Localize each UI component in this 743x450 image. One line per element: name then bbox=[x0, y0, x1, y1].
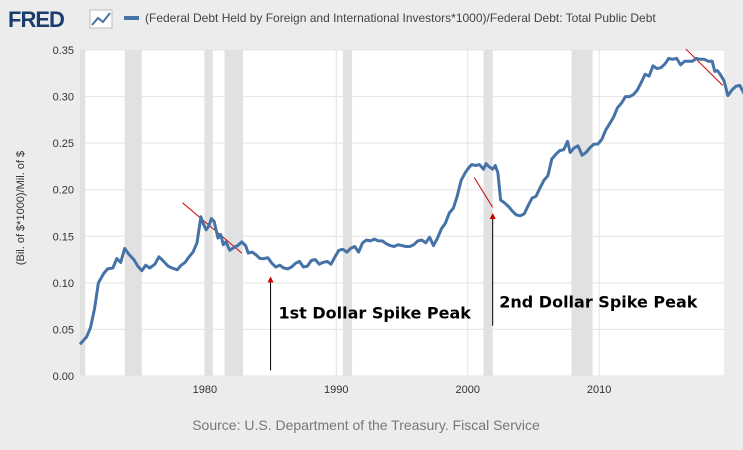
x-axis-ticks: 1980 1990 2000 2010 bbox=[193, 384, 612, 396]
trend-lines bbox=[182, 48, 724, 254]
y-tick-label: 0.30 bbox=[53, 92, 74, 104]
trend-line bbox=[685, 48, 724, 86]
y-tick-label: 0.10 bbox=[53, 278, 74, 290]
y-tick-label: 0.20 bbox=[53, 185, 74, 197]
y-tick-label: 0.00 bbox=[53, 371, 74, 383]
x-tick-label: 2010 bbox=[587, 384, 611, 396]
recession-band bbox=[342, 50, 353, 376]
grid-lines bbox=[80, 49, 724, 377]
recession-band bbox=[224, 50, 243, 376]
annotations: 1st Dollar Spike Peak 2nd Dollar Spike Pe… bbox=[267, 213, 698, 371]
x-tick-label: 2000 bbox=[455, 384, 479, 396]
trend-line bbox=[182, 202, 242, 254]
y-axis-label: (Bil. of $*1000)/Mil. of $ bbox=[15, 151, 27, 265]
legend-label: (Federal Debt Held by Foreign and Intern… bbox=[145, 11, 656, 25]
fred-logo-icon bbox=[89, 9, 113, 29]
trend-line bbox=[473, 177, 494, 208]
y-tick-label: 0.15 bbox=[53, 231, 74, 243]
annotation-arrowhead bbox=[267, 276, 274, 283]
annotation-label: 2nd Dollar Spike Peak bbox=[499, 292, 698, 311]
x-tick-label: 1990 bbox=[324, 384, 348, 396]
fred-logo[interactable]: FRED bbox=[8, 7, 65, 32]
recession-band bbox=[204, 50, 213, 376]
y-tick-label: 0.25 bbox=[53, 138, 74, 150]
y-tick-label: 0.35 bbox=[53, 45, 74, 57]
series-line bbox=[78, 56, 743, 346]
recession-band bbox=[483, 50, 493, 376]
plot-background bbox=[80, 50, 724, 376]
recession-band bbox=[571, 50, 593, 376]
y-axis-ticks: 0.00 0.05 0.10 0.15 0.20 0.25 0.30 0.35 bbox=[53, 45, 74, 383]
annotation-label: 1st Dollar Spike Peak bbox=[278, 304, 471, 323]
x-tick-label: 1980 bbox=[193, 384, 217, 396]
annotation-arrowhead bbox=[489, 213, 496, 219]
recession-bands bbox=[80, 50, 593, 376]
recession-band bbox=[124, 50, 142, 376]
source-note: Source: U.S. Department of the Treasury.… bbox=[192, 417, 540, 433]
y-tick-label: 0.05 bbox=[53, 324, 74, 336]
recession-band bbox=[80, 50, 86, 376]
